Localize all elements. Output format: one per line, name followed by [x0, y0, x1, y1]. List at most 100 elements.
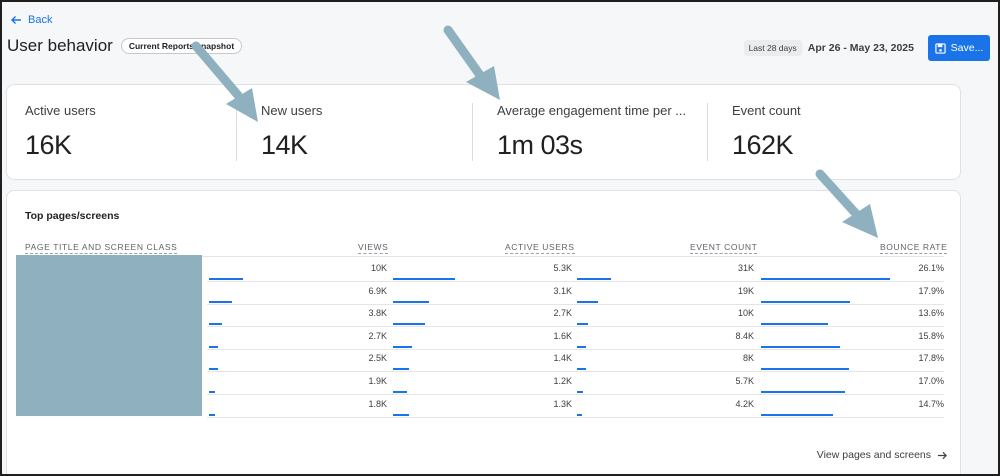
arrow-left-icon	[11, 16, 21, 24]
col-head-views[interactable]: VIEWS	[358, 242, 389, 254]
redacted-page-titles	[16, 255, 202, 416]
bar-event-count	[577, 323, 588, 326]
cell-active-users: 1.2K	[553, 376, 572, 386]
cell-active-users: 1.6K	[553, 330, 572, 341]
kpi-divider	[236, 103, 237, 161]
cell-event-count: 8K	[742, 353, 754, 364]
kpi-event-count[interactable]: Event count 162K	[714, 85, 954, 181]
cell-event-count: 4.2K	[735, 398, 754, 409]
row-divider	[207, 416, 944, 418]
save-label: Save...	[950, 42, 984, 54]
bar-bounce-rate	[761, 278, 890, 280]
col-head-active-users[interactable]: ACTIVE USERS	[505, 242, 575, 254]
bar-active-users	[393, 278, 455, 280]
row-divider	[207, 348, 944, 350]
cell-views: 3.8K	[368, 308, 387, 319]
kpi-label: New users	[261, 103, 323, 118]
row-divider	[207, 303, 944, 305]
save-icon	[934, 42, 946, 54]
bar-active-users	[393, 391, 407, 393]
view-link-label: View pages and screens	[816, 449, 931, 461]
kpi-value: 16K	[25, 130, 72, 160]
cell-views: 2.7K	[368, 330, 387, 341]
date-tag: Last 28 days	[743, 40, 802, 56]
back-link[interactable]: Back	[10, 14, 52, 26]
kpi-avg-engagement[interactable]: Average engagement time per ... 1m 03s	[479, 85, 707, 181]
header-divider	[16, 256, 944, 257]
cell-active-users: 5.3K	[553, 263, 572, 273]
cell-event-count: 31K	[737, 263, 754, 273]
top-pages-card: Top pages/screens PAGE TITLE AND SCREEN …	[6, 190, 961, 474]
kpi-divider	[472, 103, 473, 161]
bar-event-count	[577, 278, 611, 280]
bar-bounce-rate	[761, 300, 850, 303]
bar-bounce-rate	[761, 368, 849, 371]
cell-views: 6.9K	[368, 285, 387, 296]
col-head-event-count[interactable]: EVENT COUNT	[690, 242, 758, 254]
row-divider	[207, 281, 944, 282]
cell-bounce-rate: 17.8%	[918, 353, 944, 364]
kpi-new-users[interactable]: New users 14K	[243, 85, 473, 181]
bar-bounce-rate	[761, 345, 840, 348]
kpi-value: 162K	[732, 130, 794, 160]
cell-active-users: 1.3K	[553, 398, 572, 409]
bar-active-users	[393, 368, 409, 371]
cell-bounce-rate: 15.8%	[918, 330, 944, 341]
cell-bounce-rate: 26.1%	[918, 263, 944, 273]
cell-views: 1.9K	[368, 376, 387, 386]
kpi-card: Active users 16K New users 14K Average e…	[6, 84, 961, 180]
bar-views	[209, 413, 215, 416]
cell-event-count: 19K	[737, 285, 754, 296]
bar-views	[209, 345, 218, 348]
bar-active-users	[393, 345, 412, 348]
bar-event-count	[577, 413, 582, 416]
bar-views	[209, 368, 218, 371]
table-title: Top pages/screens	[25, 210, 120, 222]
title-row: User behavior Current Reports snapshot	[7, 36, 243, 56]
view-pages-link[interactable]: View pages and screens	[817, 449, 948, 461]
kpi-label: Average engagement time per ...	[497, 103, 687, 118]
cell-bounce-rate: 17.0%	[918, 376, 944, 386]
cell-views: 1.8K	[368, 398, 387, 409]
cell-views: 2.5K	[368, 353, 387, 364]
arrow-right-icon	[937, 451, 948, 459]
bar-event-count	[577, 391, 583, 393]
bar-bounce-rate	[761, 413, 833, 416]
bar-bounce-rate	[761, 391, 845, 393]
page-title: User behavior	[7, 36, 113, 55]
back-label: Back	[28, 14, 53, 26]
bar-active-users	[393, 413, 409, 416]
col-head-bounce-rate[interactable]: BOUNCE RATE	[880, 242, 948, 254]
row-divider	[207, 394, 944, 395]
bar-event-count	[577, 368, 586, 371]
cell-bounce-rate: 17.9%	[918, 285, 944, 296]
bar-event-count	[577, 300, 598, 303]
col-head-page[interactable]: PAGE TITLE AND SCREEN CLASS	[25, 242, 178, 254]
kpi-label: Event count	[732, 103, 801, 118]
bar-active-users	[393, 300, 429, 303]
bar-active-users	[393, 323, 425, 326]
kpi-active-users[interactable]: Active users 16K	[7, 85, 237, 181]
bar-views	[209, 391, 215, 393]
row-divider	[207, 371, 944, 373]
row-divider	[207, 326, 944, 328]
date-range: Apr 26 - May 23, 2025	[807, 42, 914, 54]
cell-views: 10K	[370, 263, 387, 273]
kpi-label: Active users	[25, 103, 96, 118]
cell-active-users: 2.7K	[553, 308, 572, 319]
kpi-value: 1m 03s	[497, 130, 583, 160]
snapshot-chip[interactable]: Current Reports snapshot	[120, 38, 243, 54]
bar-event-count	[577, 345, 586, 348]
cell-active-users: 3.1K	[553, 285, 572, 296]
cell-bounce-rate: 14.7%	[918, 398, 944, 409]
bar-views	[209, 278, 243, 280]
bar-bounce-rate	[761, 323, 828, 326]
cell-event-count: 8.4K	[735, 330, 754, 341]
cell-bounce-rate: 13.6%	[918, 308, 944, 319]
kpi-value: 14K	[261, 130, 308, 160]
cell-event-count: 5.7K	[735, 376, 754, 386]
bar-views	[209, 323, 222, 326]
save-button[interactable]: Save...	[928, 35, 990, 61]
date-range-picker[interactable]: Last 28 days Apr 26 - May 23, 2025	[743, 40, 914, 56]
